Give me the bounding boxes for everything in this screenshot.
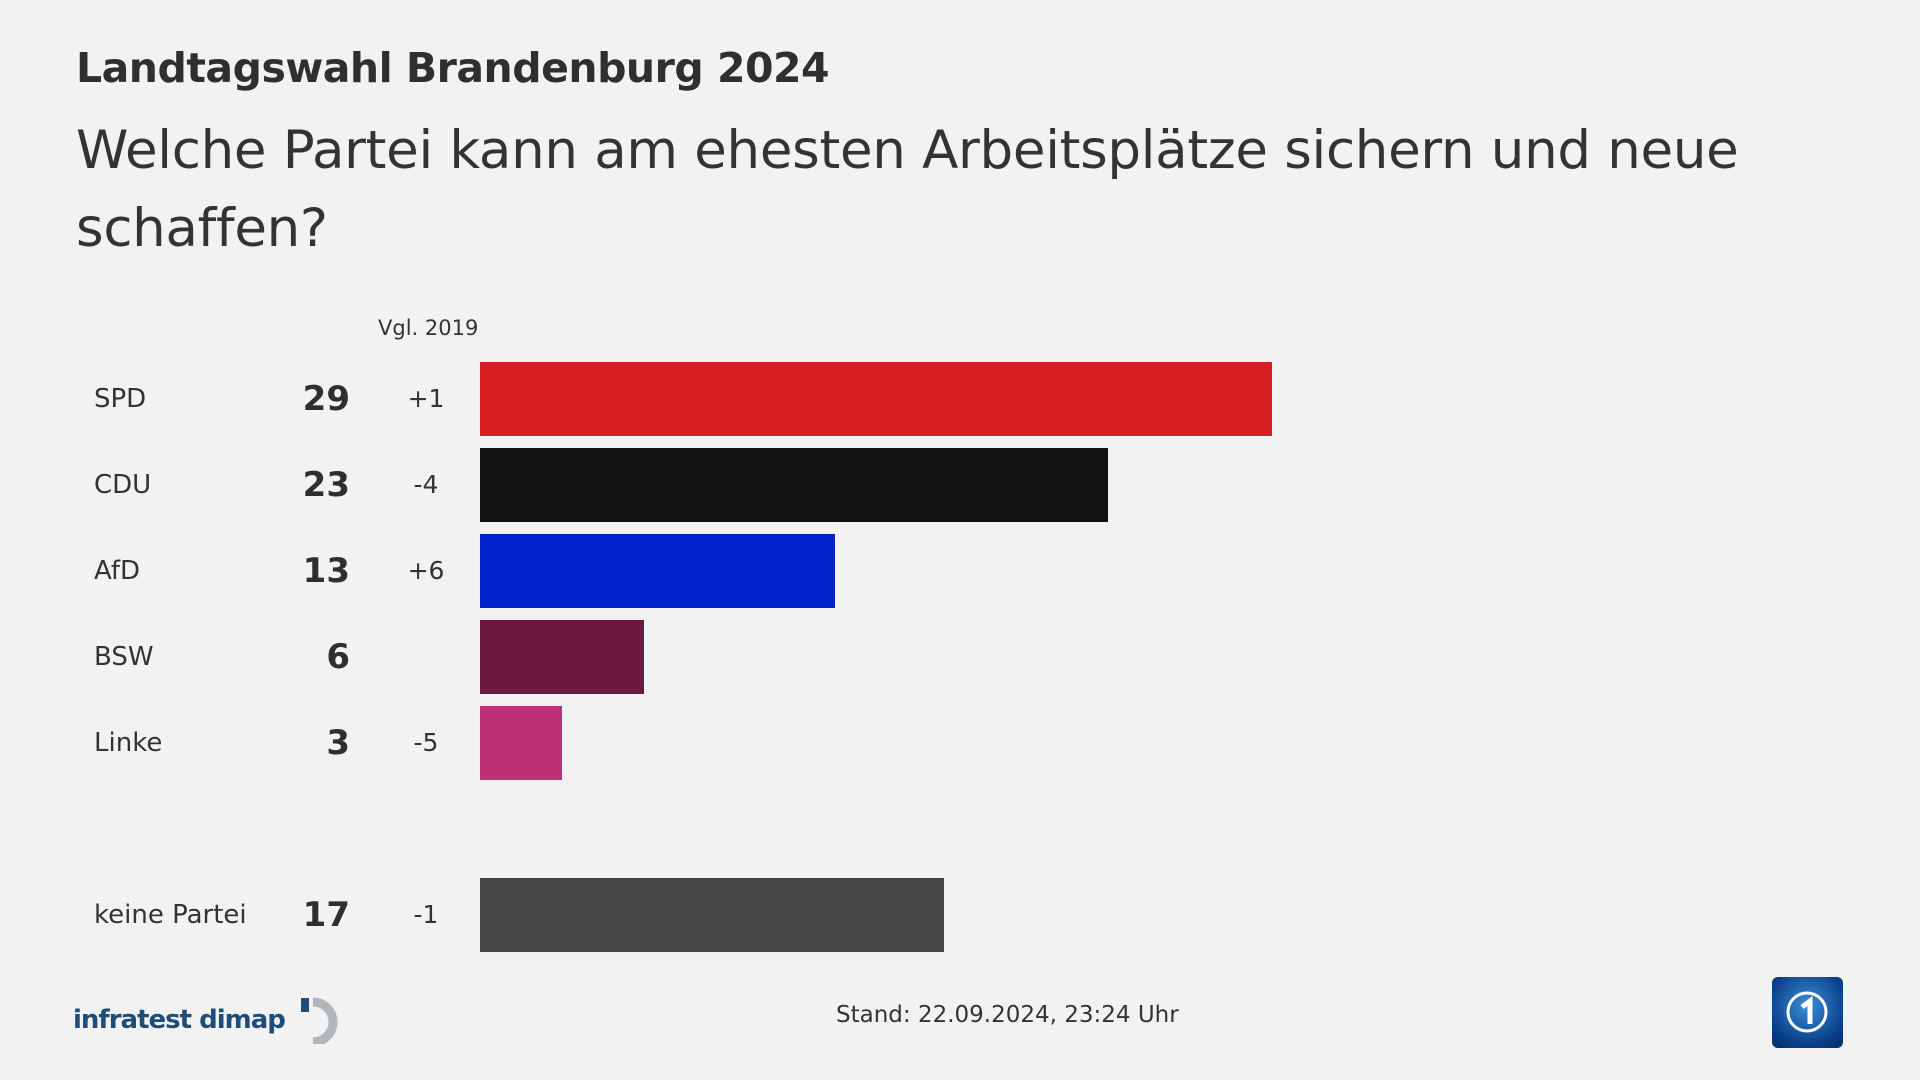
value-label: 3	[326, 723, 350, 763]
category-label: BSW	[94, 642, 154, 672]
change-label: -1	[413, 900, 439, 929]
change-label	[396, 620, 456, 694]
bar-linke	[480, 706, 562, 780]
change-label: +6	[407, 556, 445, 585]
bar-cdu	[480, 448, 1108, 522]
comparison-header: Vgl. 2019	[378, 316, 479, 340]
bar-afd	[480, 534, 835, 608]
change-label: -4	[413, 470, 439, 499]
category-label: keine Partei	[94, 900, 247, 930]
stand-timestamp: Stand: 22.09.2024, 23:24 Uhr	[836, 1002, 1179, 1028]
ard-logo	[1772, 977, 1843, 1048]
category-label: Linke	[94, 728, 163, 758]
value-label: 29	[302, 379, 350, 419]
chart-title: Welche Partei kann am ehesten Arbeitsplä…	[76, 120, 1739, 259]
category-label: SPD	[94, 384, 147, 414]
category-label: CDU	[94, 470, 152, 500]
bar-spd	[480, 362, 1272, 436]
value-label: 23	[302, 465, 350, 505]
bar-keine-partei	[480, 878, 945, 952]
change-label: -5	[413, 728, 439, 757]
change-label: +1	[407, 384, 445, 413]
infratest-logo-icon	[300, 997, 338, 1044]
infratest-logo-text: infratest dimap	[73, 1005, 286, 1035]
infratest-dimap-logo: infratest dimap	[73, 996, 345, 1044]
bar-bsw	[480, 620, 644, 694]
category-label: AfD	[94, 556, 141, 586]
value-label: 6	[326, 637, 350, 677]
value-label: 17	[302, 895, 350, 935]
ard-one-icon	[1786, 991, 1828, 1033]
value-label: 13	[302, 551, 350, 591]
supertitle: Landtagswahl Brandenburg 2024	[76, 44, 830, 92]
